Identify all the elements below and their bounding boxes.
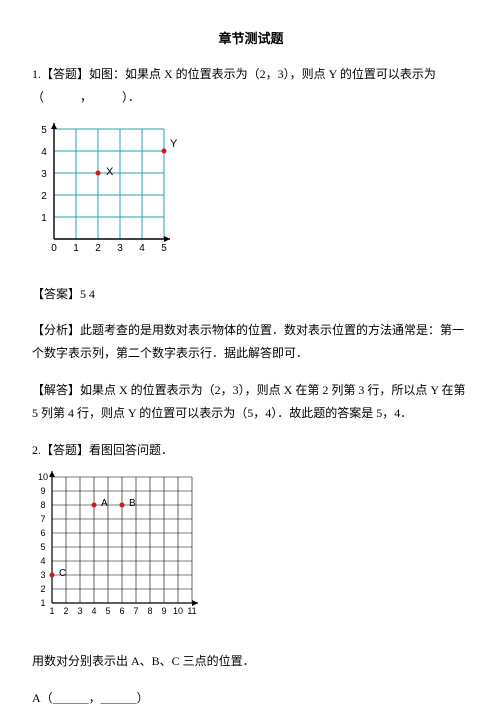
svg-text:5: 5 <box>161 243 167 254</box>
svg-text:1: 1 <box>41 213 47 224</box>
svg-text:3: 3 <box>40 570 45 580</box>
svg-text:9: 9 <box>40 486 45 496</box>
svg-text:8: 8 <box>147 606 152 616</box>
svg-text:10: 10 <box>38 472 48 482</box>
svg-text:X: X <box>106 166 114 178</box>
svg-text:1: 1 <box>73 243 79 254</box>
q2-prompt: 2.【答题】看图回答问题． <box>32 439 470 462</box>
q2-task: 用数对分别表示出 A、B、C 三点的位置． <box>32 650 470 673</box>
svg-text:8: 8 <box>40 500 45 510</box>
svg-text:10: 10 <box>173 606 183 616</box>
svg-text:4: 4 <box>40 556 45 566</box>
q1-analysis: 【分析】此题考查的是用数对表示物体的位置．数对表示位置的方法通常是：第一个数字表… <box>32 319 470 365</box>
svg-text:6: 6 <box>119 606 124 616</box>
svg-text:2: 2 <box>95 243 101 254</box>
svg-text:5: 5 <box>40 542 45 552</box>
svg-text:11: 11 <box>187 606 196 616</box>
svg-text:4: 4 <box>91 606 96 616</box>
q2-chart: 123456789101112345678910ABC <box>32 471 470 636</box>
svg-text:7: 7 <box>40 514 45 524</box>
svg-text:9: 9 <box>161 606 166 616</box>
svg-text:Y: Y <box>170 138 178 150</box>
svg-text:B: B <box>129 498 136 509</box>
svg-text:4: 4 <box>139 243 145 254</box>
svg-text:A: A <box>101 498 108 509</box>
q1-answer: 【答案】5 4 <box>32 283 470 306</box>
svg-text:3: 3 <box>77 606 82 616</box>
q1-chart: 0 1 2 3 4 5 1 2 3 4 5 X Y <box>32 119 470 269</box>
svg-text:5: 5 <box>105 606 110 616</box>
q2-answerA: A（＿＿＿，＿＿＿） <box>32 687 470 710</box>
svg-text:3: 3 <box>41 169 47 180</box>
svg-text:5: 5 <box>41 125 47 136</box>
svg-text:1: 1 <box>40 598 45 608</box>
svg-text:2: 2 <box>41 191 47 202</box>
svg-text:1: 1 <box>49 606 54 616</box>
svg-text:0: 0 <box>51 243 57 254</box>
svg-text:2: 2 <box>40 584 45 594</box>
svg-text:3: 3 <box>117 243 123 254</box>
svg-text:6: 6 <box>40 528 45 538</box>
page-title: 章节测试题 <box>32 28 470 47</box>
q1-solution: 【解答】如果点 X 的位置表示为（2，3），则点 X 在第 2 列第 3 行，所… <box>32 379 470 425</box>
q1-prompt: 1.【答题】如图：如果点 X 的位置表示为（2，3），则点 Y 的位置可以表示为… <box>32 63 470 109</box>
svg-text:7: 7 <box>133 606 138 616</box>
svg-text:2: 2 <box>63 606 68 616</box>
svg-text:C: C <box>59 568 66 579</box>
svg-text:4: 4 <box>41 147 47 158</box>
